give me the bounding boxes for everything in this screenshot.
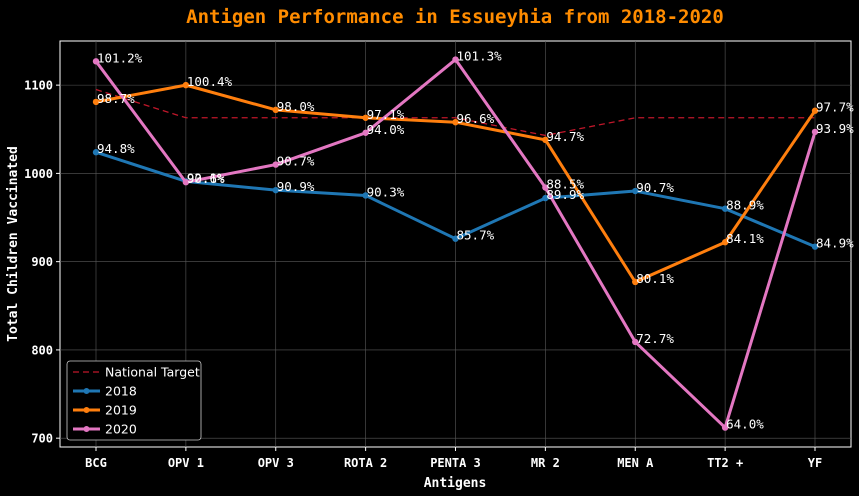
- x-tick-label: MEN A: [617, 456, 654, 470]
- data-label-2020: 93.9%: [816, 121, 854, 136]
- data-point-2019: [632, 278, 639, 286]
- data-point-2020: [811, 128, 819, 136]
- legend-marker: [83, 407, 90, 413]
- data-point-2019: [272, 106, 279, 114]
- x-tick-label: OPV 1: [168, 456, 204, 470]
- x-axis-label: Antigens: [424, 476, 487, 491]
- data-label-2018: 90.9%: [277, 179, 315, 194]
- data-point-2019: [362, 114, 369, 121]
- legend-marker: [83, 426, 90, 432]
- x-tick-label: YF: [808, 456, 822, 470]
- y-tick-label: 800: [31, 343, 53, 357]
- data-label-2019: 96.6%: [457, 111, 495, 126]
- legend-label: 2020: [105, 422, 137, 437]
- data-label-2019: 80.1%: [636, 271, 674, 286]
- target-line: [95, 88, 815, 137]
- x-tick-label: OPV 3: [258, 456, 294, 470]
- data-label-2019: 84.1%: [726, 231, 764, 246]
- data-point-2020: [721, 424, 729, 431]
- data-point-2018: [92, 149, 100, 156]
- data-point-2020: [452, 56, 459, 63]
- data-point-2018: [811, 243, 819, 250]
- data-label-2020: 72.7%: [636, 331, 674, 346]
- data-label-2020: 88.5%: [546, 177, 584, 192]
- data-label-2020: 94.0%: [367, 122, 405, 137]
- y-tick-label: 1000: [24, 167, 53, 181]
- legend-box: [66, 360, 202, 441]
- data-point-2020: [272, 161, 279, 168]
- x-tick-label: MR 2: [531, 456, 560, 470]
- data-point-2019: [811, 107, 819, 114]
- data-label-2020: 101.3%: [457, 49, 503, 64]
- data-point-2018: [362, 192, 369, 199]
- data-label-2020: 90.7%: [277, 154, 315, 169]
- x-tick-label: ROTA 2: [344, 456, 387, 470]
- data-label-2020: 101.2%: [97, 50, 143, 65]
- data-label-2018: 90.3%: [367, 184, 405, 199]
- data-label-2018: 94.8%: [97, 141, 135, 156]
- data-point-2019: [721, 239, 729, 246]
- data-point-2019: [542, 136, 549, 144]
- data-point-2018: [632, 187, 639, 195]
- data-label-2018: 89.9%: [546, 187, 584, 202]
- legend: National Target 2018 2019 2020: [66, 360, 202, 441]
- chart-title: Antigen Performance in Essueyhia from 20…: [186, 6, 724, 28]
- legend-label: National Target: [105, 365, 200, 380]
- data-label-2019: 97.1%: [367, 107, 405, 122]
- data-label-2019: 100.4%: [187, 74, 233, 89]
- data-point-2020: [182, 179, 190, 186]
- data-label-2019: 94.7%: [546, 129, 584, 144]
- data-point-2020: [92, 58, 100, 65]
- data-point-2018: [542, 194, 549, 202]
- data-label-2019: 98.7%: [97, 91, 135, 106]
- data-point-2018: [272, 186, 279, 194]
- data-point-2019: [182, 81, 190, 89]
- data-point-2020: [542, 184, 549, 191]
- data-point-2020: [632, 338, 639, 346]
- data-label-2018: 84.9%: [816, 236, 854, 251]
- data-label-2019: 98.0%: [277, 99, 315, 114]
- data-label-2018: 90.7%: [636, 180, 674, 195]
- data-label-2020: 64.0%: [726, 417, 764, 432]
- data-point-2018: [452, 235, 459, 242]
- y-tick-label: 1100: [24, 79, 53, 93]
- data-label-2020: 90.6%: [187, 171, 225, 186]
- y-tick-label: 700: [31, 432, 53, 446]
- data-label-2018: 92.1%: [187, 170, 225, 185]
- data-label-2018: 88.9%: [726, 198, 764, 213]
- x-tick-label: BCG: [85, 456, 107, 470]
- legend-label: 2019: [105, 403, 137, 418]
- data-label-2018: 85.7%: [457, 228, 495, 243]
- data-point-2018: [721, 205, 729, 212]
- x-tick-label: PENTA 3: [430, 456, 481, 470]
- legend-label: 2018: [105, 384, 137, 399]
- data-point-2020: [362, 129, 369, 136]
- y-tick-label: 900: [31, 255, 53, 269]
- data-label-2019: 97.7%: [816, 100, 854, 115]
- legend-marker: [83, 388, 90, 394]
- x-tick-label: TT2 +: [707, 456, 743, 470]
- data-point-2019: [92, 98, 100, 106]
- data-point-2019: [452, 119, 459, 126]
- y-axis-label: Total Children Vaccinated: [6, 146, 21, 342]
